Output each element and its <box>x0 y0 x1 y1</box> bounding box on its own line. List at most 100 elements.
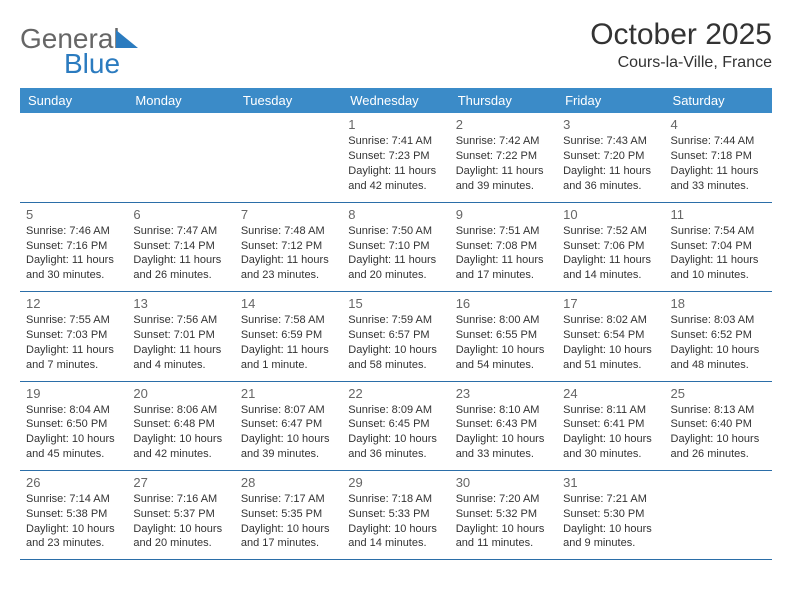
month-title: October 2025 <box>590 18 772 52</box>
day-cell: 29Sunrise: 7:18 AMSunset: 5:33 PMDayligh… <box>342 470 449 559</box>
day-number: 21 <box>241 386 336 401</box>
day-cell: 9 Sunrise: 7:51 AMSunset: 7:08 PMDaylight… <box>450 202 557 291</box>
day-number: 28 <box>241 475 336 490</box>
day-cell: 5 Sunrise: 7:46 AMSunset: 7:16 PMDaylight… <box>20 202 127 291</box>
day-number: 31 <box>563 475 658 490</box>
day-number: 7 <box>241 207 336 222</box>
day-number: 26 <box>26 475 121 490</box>
day-number: 23 <box>456 386 551 401</box>
day-number: 18 <box>671 296 766 311</box>
day-info: Sunrise: 7:43 AMSunset: 7:20 PMDaylight:… <box>563 134 658 193</box>
week-row: 26 Sunrise: 7:14 AMSunset: 5:38 PMDayligh… <box>20 470 772 559</box>
day-info: Sunrise: 8:11 AMSunset: 6:41 PMDaylight:… <box>563 403 658 462</box>
day-cell: 20 Sunrise: 8:06 AMSunset: 6:48 PMDayligh… <box>127 381 234 470</box>
day-number: 11 <box>671 207 766 222</box>
day-cell: 16 Sunrise: 8:00 AMSunset: 6:55 PMDayligh… <box>450 292 557 381</box>
calendar-table: SundayMondayTuesdayWednesdayThursdayFrid… <box>20 88 772 560</box>
weekday-header: Sunday <box>20 88 127 113</box>
day-number: 2 <box>456 117 551 132</box>
day-cell: 4Sunrise: 7:44 AMSunset: 7:18 PMDaylight… <box>665 113 772 202</box>
weekday-header-row: SundayMondayTuesdayWednesdayThursdayFrid… <box>20 88 772 113</box>
day-cell: 27Sunrise: 7:16 AMSunset: 5:37 PMDayligh… <box>127 470 234 559</box>
empty-cell <box>20 113 127 202</box>
day-info: Sunrise: 7:50 AMSunset: 7:10 PMDaylight:… <box>348 224 443 283</box>
day-cell: 10 Sunrise: 7:52 AMSunset: 7:06 PMDayligh… <box>557 202 664 291</box>
day-cell: 14Sunrise: 7:58 AMSunset: 6:59 PMDayligh… <box>235 292 342 381</box>
calendar-page: GeneralBlue October 2025 Cours-la-Ville,… <box>0 0 792 612</box>
day-number: 8 <box>348 207 443 222</box>
day-cell: 1 Sunrise: 7:41 AMSunset: 7:23 PMDaylight… <box>342 113 449 202</box>
day-cell: 12 Sunrise: 7:55 AMSunset: 7:03 PMDayligh… <box>20 292 127 381</box>
day-cell: 2 Sunrise: 7:42 AMSunset: 7:22 PMDaylight… <box>450 113 557 202</box>
day-number: 14 <box>241 296 336 311</box>
day-info: Sunrise: 8:09 AMSunset: 6:45 PMDaylight:… <box>348 403 443 462</box>
day-number: 17 <box>563 296 658 311</box>
day-cell: 8 Sunrise: 7:50 AMSunset: 7:10 PMDaylight… <box>342 202 449 291</box>
day-info: Sunrise: 8:04 AMSunset: 6:50 PMDaylight:… <box>26 403 121 462</box>
day-number: 24 <box>563 386 658 401</box>
day-cell: 25 Sunrise: 8:13 AMSunset: 6:40 PMDayligh… <box>665 381 772 470</box>
week-row: 5 Sunrise: 7:46 AMSunset: 7:16 PMDaylight… <box>20 202 772 291</box>
empty-cell <box>665 470 772 559</box>
day-cell: 7 Sunrise: 7:48 AMSunset: 7:12 PMDaylight… <box>235 202 342 291</box>
day-info: Sunrise: 7:16 AMSunset: 5:37 PMDaylight:… <box>133 492 228 551</box>
day-info: Sunrise: 7:52 AMSunset: 7:06 PMDaylight:… <box>563 224 658 283</box>
weekday-header: Tuesday <box>235 88 342 113</box>
day-number: 20 <box>133 386 228 401</box>
day-info: Sunrise: 7:48 AMSunset: 7:12 PMDaylight:… <box>241 224 336 283</box>
day-number: 16 <box>456 296 551 311</box>
day-info: Sunrise: 7:51 AMSunset: 7:08 PMDaylight:… <box>456 224 551 283</box>
day-info: Sunrise: 7:14 AMSunset: 5:38 PMDaylight:… <box>26 492 121 551</box>
day-info: Sunrise: 7:54 AMSunset: 7:04 PMDaylight:… <box>671 224 766 283</box>
week-row: 19 Sunrise: 8:04 AMSunset: 6:50 PMDayligh… <box>20 381 772 470</box>
day-info: Sunrise: 8:06 AMSunset: 6:48 PMDaylight:… <box>133 403 228 462</box>
day-cell: 19 Sunrise: 8:04 AMSunset: 6:50 PMDayligh… <box>20 381 127 470</box>
day-cell: 3Sunrise: 7:43 AMSunset: 7:20 PMDaylight… <box>557 113 664 202</box>
day-info: Sunrise: 7:21 AMSunset: 5:30 PMDaylight:… <box>563 492 658 551</box>
day-cell: 26 Sunrise: 7:14 AMSunset: 5:38 PMDayligh… <box>20 470 127 559</box>
weekday-header: Saturday <box>665 88 772 113</box>
day-cell: 31 Sunrise: 7:21 AMSunset: 5:30 PMDayligh… <box>557 470 664 559</box>
empty-cell <box>235 113 342 202</box>
day-info: Sunrise: 8:03 AMSunset: 6:52 PMDaylight:… <box>671 313 766 372</box>
day-number: 22 <box>348 386 443 401</box>
day-number: 13 <box>133 296 228 311</box>
day-info: Sunrise: 7:17 AMSunset: 5:35 PMDaylight:… <box>241 492 336 551</box>
day-number: 15 <box>348 296 443 311</box>
day-info: Sunrise: 8:13 AMSunset: 6:40 PMDaylight:… <box>671 403 766 462</box>
day-info: Sunrise: 7:42 AMSunset: 7:22 PMDaylight:… <box>456 134 551 193</box>
weekday-header: Friday <box>557 88 664 113</box>
day-number: 4 <box>671 117 766 132</box>
week-row: 12 Sunrise: 7:55 AMSunset: 7:03 PMDayligh… <box>20 292 772 381</box>
day-info: Sunrise: 7:46 AMSunset: 7:16 PMDaylight:… <box>26 224 121 283</box>
day-number: 10 <box>563 207 658 222</box>
day-cell: 30Sunrise: 7:20 AMSunset: 5:32 PMDayligh… <box>450 470 557 559</box>
title-block: October 2025 Cours-la-Ville, France <box>590 18 772 72</box>
day-info: Sunrise: 8:00 AMSunset: 6:55 PMDaylight:… <box>456 313 551 372</box>
day-cell: 11 Sunrise: 7:54 AMSunset: 7:04 PMDayligh… <box>665 202 772 291</box>
day-number: 25 <box>671 386 766 401</box>
weekday-header: Wednesday <box>342 88 449 113</box>
day-info: Sunrise: 7:41 AMSunset: 7:23 PMDaylight:… <box>348 134 443 193</box>
day-info: Sunrise: 7:55 AMSunset: 7:03 PMDaylight:… <box>26 313 121 372</box>
day-number: 1 <box>348 117 443 132</box>
day-cell: 15 Sunrise: 7:59 AMSunset: 6:57 PMDayligh… <box>342 292 449 381</box>
day-cell: 21Sunrise: 8:07 AMSunset: 6:47 PMDayligh… <box>235 381 342 470</box>
day-info: Sunrise: 8:02 AMSunset: 6:54 PMDaylight:… <box>563 313 658 372</box>
empty-cell <box>127 113 234 202</box>
day-number: 19 <box>26 386 121 401</box>
day-number: 5 <box>26 207 121 222</box>
day-number: 6 <box>133 207 228 222</box>
day-cell: 18 Sunrise: 8:03 AMSunset: 6:52 PMDayligh… <box>665 292 772 381</box>
day-info: Sunrise: 8:10 AMSunset: 6:43 PMDaylight:… <box>456 403 551 462</box>
day-number: 30 <box>456 475 551 490</box>
weekday-header: Thursday <box>450 88 557 113</box>
day-cell: 6 Sunrise: 7:47 AMSunset: 7:14 PMDaylight… <box>127 202 234 291</box>
day-info: Sunrise: 7:59 AMSunset: 6:57 PMDaylight:… <box>348 313 443 372</box>
location: Cours-la-Ville, France <box>590 54 772 72</box>
day-number: 9 <box>456 207 551 222</box>
day-number: 12 <box>26 296 121 311</box>
day-info: Sunrise: 7:47 AMSunset: 7:14 PMDaylight:… <box>133 224 228 283</box>
day-cell: 17 Sunrise: 8:02 AMSunset: 6:54 PMDayligh… <box>557 292 664 381</box>
week-row: 1 Sunrise: 7:41 AMSunset: 7:23 PMDaylight… <box>20 113 772 202</box>
